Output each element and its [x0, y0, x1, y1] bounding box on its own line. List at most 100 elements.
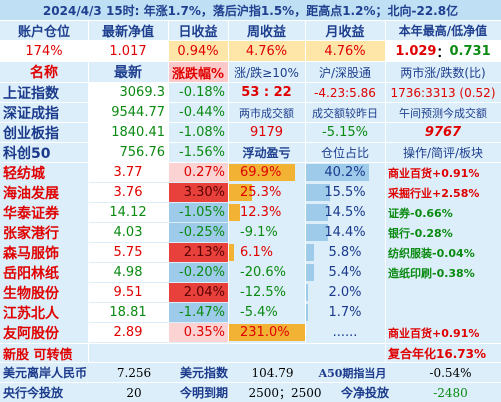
pboc-injection-label: 央行今投放: [3, 386, 64, 400]
grid-line: [0, 343, 501, 344]
holding-change: 0.27%: [168, 163, 228, 182]
holding-pnl-text: 6.1%: [240, 245, 274, 260]
holding-pnl-text: 25.3%: [240, 185, 282, 200]
weight-bar: [305, 164, 370, 181]
holding-price: 5.75: [88, 243, 168, 262]
weight-bar: [305, 244, 315, 261]
holding-change: 0.35%: [168, 323, 228, 342]
turnover-forecast-label: 午间预测今成交额: [399, 106, 487, 120]
holding-pnl-text: 69.9%: [240, 165, 282, 180]
header-nav: 最新净值: [101, 24, 154, 40]
holding-pnl-text: -9.1%: [240, 225, 278, 240]
holding-note: 证券-0.66%: [388, 206, 453, 220]
holding-change: -1.47%: [168, 303, 228, 322]
value-daily-return: 0.94%: [168, 41, 228, 61]
header-name: 名称: [30, 65, 58, 81]
grid-line: [0, 82, 501, 83]
holding-pnl: 231.0%: [228, 323, 305, 342]
grid-line: [385, 20, 386, 363]
holding-pnl-text: -12.5%: [240, 285, 286, 300]
index-change-text: -0.44%: [179, 105, 225, 120]
header-position: 账户仓位: [17, 24, 70, 40]
header-notes: 操作/简评/板块: [402, 146, 484, 160]
holding-weight: 1.7%: [305, 303, 385, 322]
index-change-text: -0.18%: [179, 85, 225, 100]
value-nav: 1.017: [88, 41, 168, 61]
weight-bar: [305, 264, 314, 281]
holding-note: 银行-0.28%: [388, 226, 453, 240]
value-monthly-return: 4.76%: [305, 41, 385, 61]
holding-weight-text: 5.4%: [328, 265, 362, 280]
pboc-injection-value: 20: [126, 385, 142, 400]
holding-note: 造纸印刷-0.38%: [388, 266, 475, 280]
pnl-bar: [228, 324, 305, 341]
grid-line: [0, 40, 501, 41]
header-weight: 仓位占比: [320, 146, 369, 160]
holding-weight-text: 14.4%: [324, 225, 366, 240]
holding-pnl: -9.1%: [228, 223, 305, 242]
index-price-sz: 9544.77: [88, 103, 168, 122]
year-sep: ：: [436, 45, 450, 61]
holding-note: 纺织服装-0.04%: [388, 246, 475, 260]
holding-name: 张家港行: [3, 225, 59, 242]
connect-value: -4.23:5.86: [314, 85, 376, 100]
holding-pnl: 12.3%: [228, 203, 305, 222]
weight-bar: [305, 184, 330, 201]
value-year-high-low: 1.029 ： 0.731: [385, 41, 501, 61]
holding-price: 9.51: [88, 283, 168, 302]
holding-pnl: -12.5%: [228, 283, 305, 302]
holding-weight-text: 40.2%: [324, 165, 366, 180]
holding-name: 华泰证券: [3, 205, 59, 222]
holding-pnl-text: -5.4%: [240, 305, 278, 320]
grid-line: [305, 20, 306, 343]
index-change-sh: -0.18%: [168, 83, 228, 102]
holding-weight-text: 15.5%: [324, 185, 366, 200]
value-position: 174%: [0, 41, 88, 61]
header-latest: 最新: [114, 65, 142, 81]
header-connect: 沪/深股通: [318, 65, 372, 80]
turnover-change-label: 成交额较昨日: [312, 106, 378, 120]
new-stock-label: 新股 可转债: [3, 347, 73, 363]
grid-line: [0, 20, 501, 21]
dxy-value: 104.79: [251, 365, 294, 380]
a50-label: A50期指当月: [318, 366, 387, 380]
pnl-bar: [228, 184, 253, 201]
holding-weight: 14.4%: [305, 223, 385, 242]
holding-name: 森马服饰: [3, 245, 59, 262]
header-change-pct: 涨跌幅%: [168, 62, 228, 82]
weight-bar: [305, 204, 329, 221]
index-price-cyb: 1840.41: [88, 123, 168, 142]
holding-price: 14.12: [88, 203, 168, 222]
holding-weight-text: 2.0%: [328, 285, 362, 300]
holding-weight-text: 1.7%: [328, 305, 362, 320]
grid-line: [0, 122, 501, 123]
holding-pnl-text: 12.3%: [240, 205, 282, 220]
holding-price: 2.89: [88, 323, 168, 342]
weight-bar: [305, 224, 329, 241]
index-price-kc50: 756.76: [88, 143, 168, 162]
value-weekly-return: 4.76%: [228, 41, 305, 61]
index-name-sh: 上证指数: [3, 85, 59, 102]
pnl-bar: [228, 204, 240, 221]
net-injection-value: -2480: [433, 385, 468, 400]
grid-line: [0, 382, 501, 383]
maturity-value: 2500；2500: [248, 386, 322, 400]
annualized-return: 复合年化16.73%: [388, 346, 486, 361]
holding-note: 商业百货+0.91%: [388, 166, 480, 180]
year-low: 0.731: [449, 43, 491, 59]
holding-note: 采掘行业+2.58%: [388, 186, 480, 200]
turnover-label: 两市成交额: [239, 106, 294, 120]
holding-weight-text: 14.5%: [324, 205, 366, 220]
holding-pnl-text: 231.0%: [240, 325, 290, 340]
holding-price: 3.76: [88, 183, 168, 202]
turnover-value: 9179: [249, 125, 284, 140]
grid-line: [228, 20, 229, 343]
net-injection-label: 今净投放: [340, 386, 389, 400]
holding-weight-text: ......: [332, 325, 358, 340]
holding-change: 3.30%: [168, 183, 228, 202]
holding-change: 2.13%: [168, 243, 228, 262]
turnover-change-value: -5.15%: [322, 125, 368, 140]
header-limit-counts: 涨/跌≥10%: [234, 65, 299, 80]
holding-change: -1.05%: [168, 203, 228, 222]
